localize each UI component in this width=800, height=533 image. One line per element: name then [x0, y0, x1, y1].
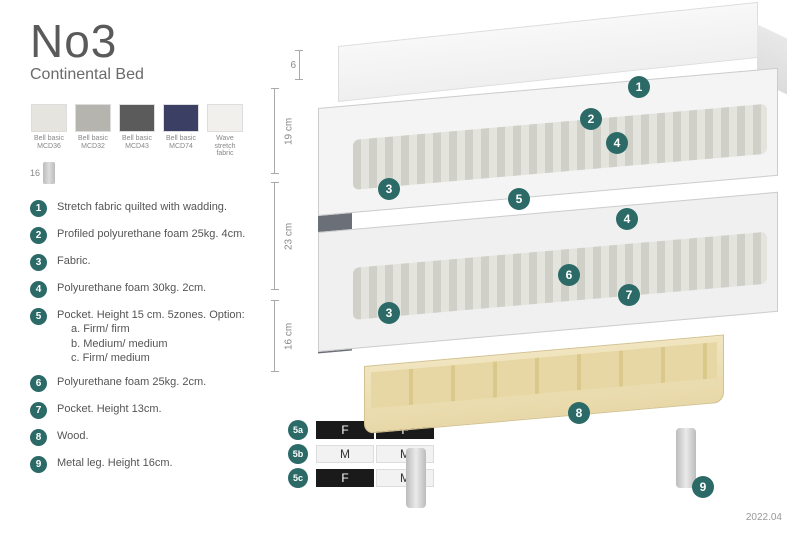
fabric-swatches: Bell basicMCD36 Bell basicMCD32 Bell bas… — [30, 104, 244, 158]
legend-marker: 5 — [30, 308, 47, 325]
bed-cutaway-diagram: 619 cm23 cm16 cm 12344536789 — [280, 10, 790, 510]
callout-marker: 3 — [378, 302, 400, 324]
legend-marker: 1 — [30, 200, 47, 217]
swatch-label: Bell basicMCD43 — [122, 135, 152, 150]
wood-base-layer — [364, 335, 724, 434]
legend-marker: 6 — [30, 375, 47, 392]
legend-text: Stretch fabric quilted with wadding. — [57, 200, 227, 214]
legend-text: Polyurethane foam 25kg. 2cm. — [57, 375, 206, 389]
callout-marker: 4 — [606, 132, 628, 154]
callout-marker: 2 — [580, 108, 602, 130]
product-title: No3 — [30, 14, 117, 68]
dimension-segment: 16 cm — [274, 300, 300, 372]
swatch-label: Wavestretch fabric — [206, 135, 244, 158]
fabric-swatch: Bell basicMCD36 — [30, 104, 68, 158]
legend-marker: 2 — [30, 227, 47, 244]
dimension-segment: 23 cm — [274, 182, 300, 290]
pocket-springs-upper — [353, 104, 767, 190]
leg-height-thumbnail: 16 — [30, 162, 55, 184]
metal-leg — [676, 428, 696, 488]
leg-icon — [43, 162, 55, 184]
legend-text: Wood. — [57, 429, 89, 443]
legend-item: 4 Polyurethane foam 30kg. 2cm. — [30, 281, 310, 298]
legend-text: Fabric. — [57, 254, 91, 268]
legend-item: 9 Metal leg. Height 16cm. — [30, 456, 310, 473]
legend-marker: 9 — [30, 456, 47, 473]
infographic-page: No3 Continental Bed Bell basicMCD36 Bell… — [0, 0, 800, 533]
bed-layers: 12344536789 — [318, 46, 788, 476]
legend-marker: 3 — [30, 254, 47, 271]
fabric-swatch: Bell basicMCD43 — [118, 104, 156, 158]
callout-marker: 1 — [628, 76, 650, 98]
swatch-color — [119, 104, 155, 132]
swatch-label: Bell basicMCD74 — [166, 135, 196, 150]
callout-marker: 6 — [558, 264, 580, 286]
callout-marker: 5 — [508, 188, 530, 210]
legend-item: 3 Fabric. — [30, 254, 310, 271]
dimension-segment: 6 — [274, 50, 300, 80]
legend-text: Profiled polyurethane foam 25kg. 4cm. — [57, 227, 245, 241]
legend-text: Metal leg. Height 16cm. — [57, 456, 173, 470]
legend-item: 2 Profiled polyurethane foam 25kg. 4cm. — [30, 227, 310, 244]
legend-marker: 8 — [30, 429, 47, 446]
legend-text: Pocket. Height 15 cm. 5zones. Option:a. … — [57, 308, 245, 365]
document-date: 2022.04 — [746, 512, 782, 523]
swatch-color — [75, 104, 111, 132]
fabric-swatch: Wavestretch fabric — [206, 104, 244, 158]
swatch-label: Bell basicMCD32 — [78, 135, 108, 150]
leg-height-value: 16 — [30, 168, 40, 178]
legend-item: 6 Polyurethane foam 25kg. 2cm. — [30, 375, 310, 392]
legend-text: Polyurethane foam 30kg. 2cm. — [57, 281, 206, 295]
callout-marker: 9 — [692, 476, 714, 498]
callout-marker: 8 — [568, 402, 590, 424]
legend-item: 5 Pocket. Height 15 cm. 5zones. Option:a… — [30, 308, 310, 365]
legend-item: 8 Wood. — [30, 429, 310, 446]
fabric-swatch: Bell basicMCD32 — [74, 104, 112, 158]
swatch-color — [207, 104, 243, 132]
fabric-swatch: Bell basicMCD74 — [162, 104, 200, 158]
legend-item: 1 Stretch fabric quilted with wadding. — [30, 200, 310, 217]
legend-item: 7 Pocket. Height 13cm. — [30, 402, 310, 419]
callout-marker: 4 — [616, 208, 638, 230]
metal-leg — [406, 448, 426, 508]
legend-text: Pocket. Height 13cm. — [57, 402, 162, 416]
dimension-segment: 19 cm — [274, 88, 300, 174]
callout-marker: 7 — [618, 284, 640, 306]
legend-marker: 4 — [30, 281, 47, 298]
swatch-color — [163, 104, 199, 132]
legend-marker: 7 — [30, 402, 47, 419]
lower-mattress-layer — [318, 192, 778, 352]
swatch-color — [31, 104, 67, 132]
product-subtitle: Continental Bed — [30, 66, 144, 84]
swatch-label: Bell basicMCD36 — [34, 135, 64, 150]
component-legend: 1 Stretch fabric quilted with wadding. 2 … — [30, 200, 310, 483]
callout-marker: 3 — [378, 178, 400, 200]
